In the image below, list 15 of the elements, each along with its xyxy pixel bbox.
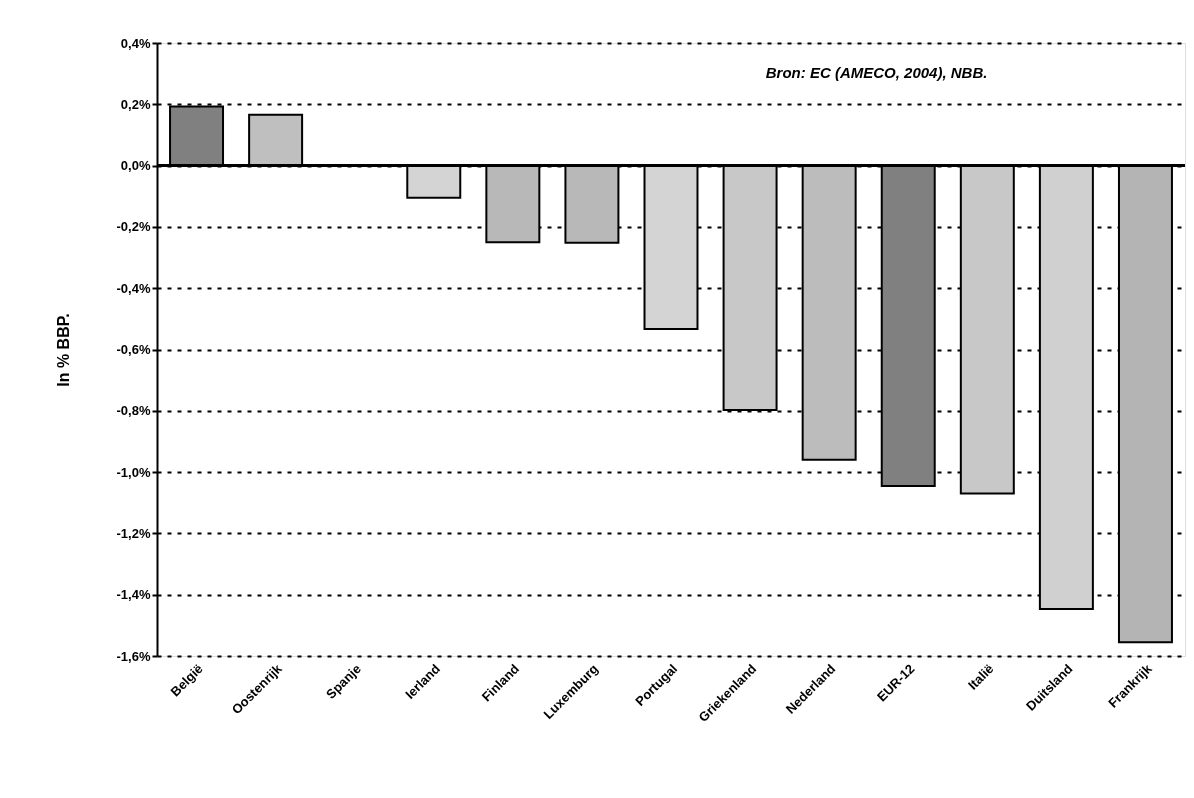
bar [1117, 164, 1173, 644]
y-tick-label: -0,6% [116, 342, 151, 357]
y-tick-label: -0,2% [116, 219, 151, 235]
y-axis-title: In % BBP. [54, 313, 72, 387]
y-tick-label: 0,2% [120, 96, 151, 112]
bar [248, 113, 304, 167]
y-tick-label: -1,6% [116, 648, 151, 664]
y-tick-label: 0,4% [120, 35, 151, 51]
y-tick-label: -0,4% [116, 280, 151, 296]
y-tick-label: -1,2% [116, 525, 151, 541]
y-tick-label: 0,0% [120, 158, 151, 174]
y-tick-label: -0,8% [116, 403, 151, 419]
annotation: Bron: EC (AMECO, 2004), NBB. [765, 64, 988, 81]
y-tick-label: -1,4% [116, 587, 151, 603]
y-tick-label: -1,0% [116, 464, 151, 480]
